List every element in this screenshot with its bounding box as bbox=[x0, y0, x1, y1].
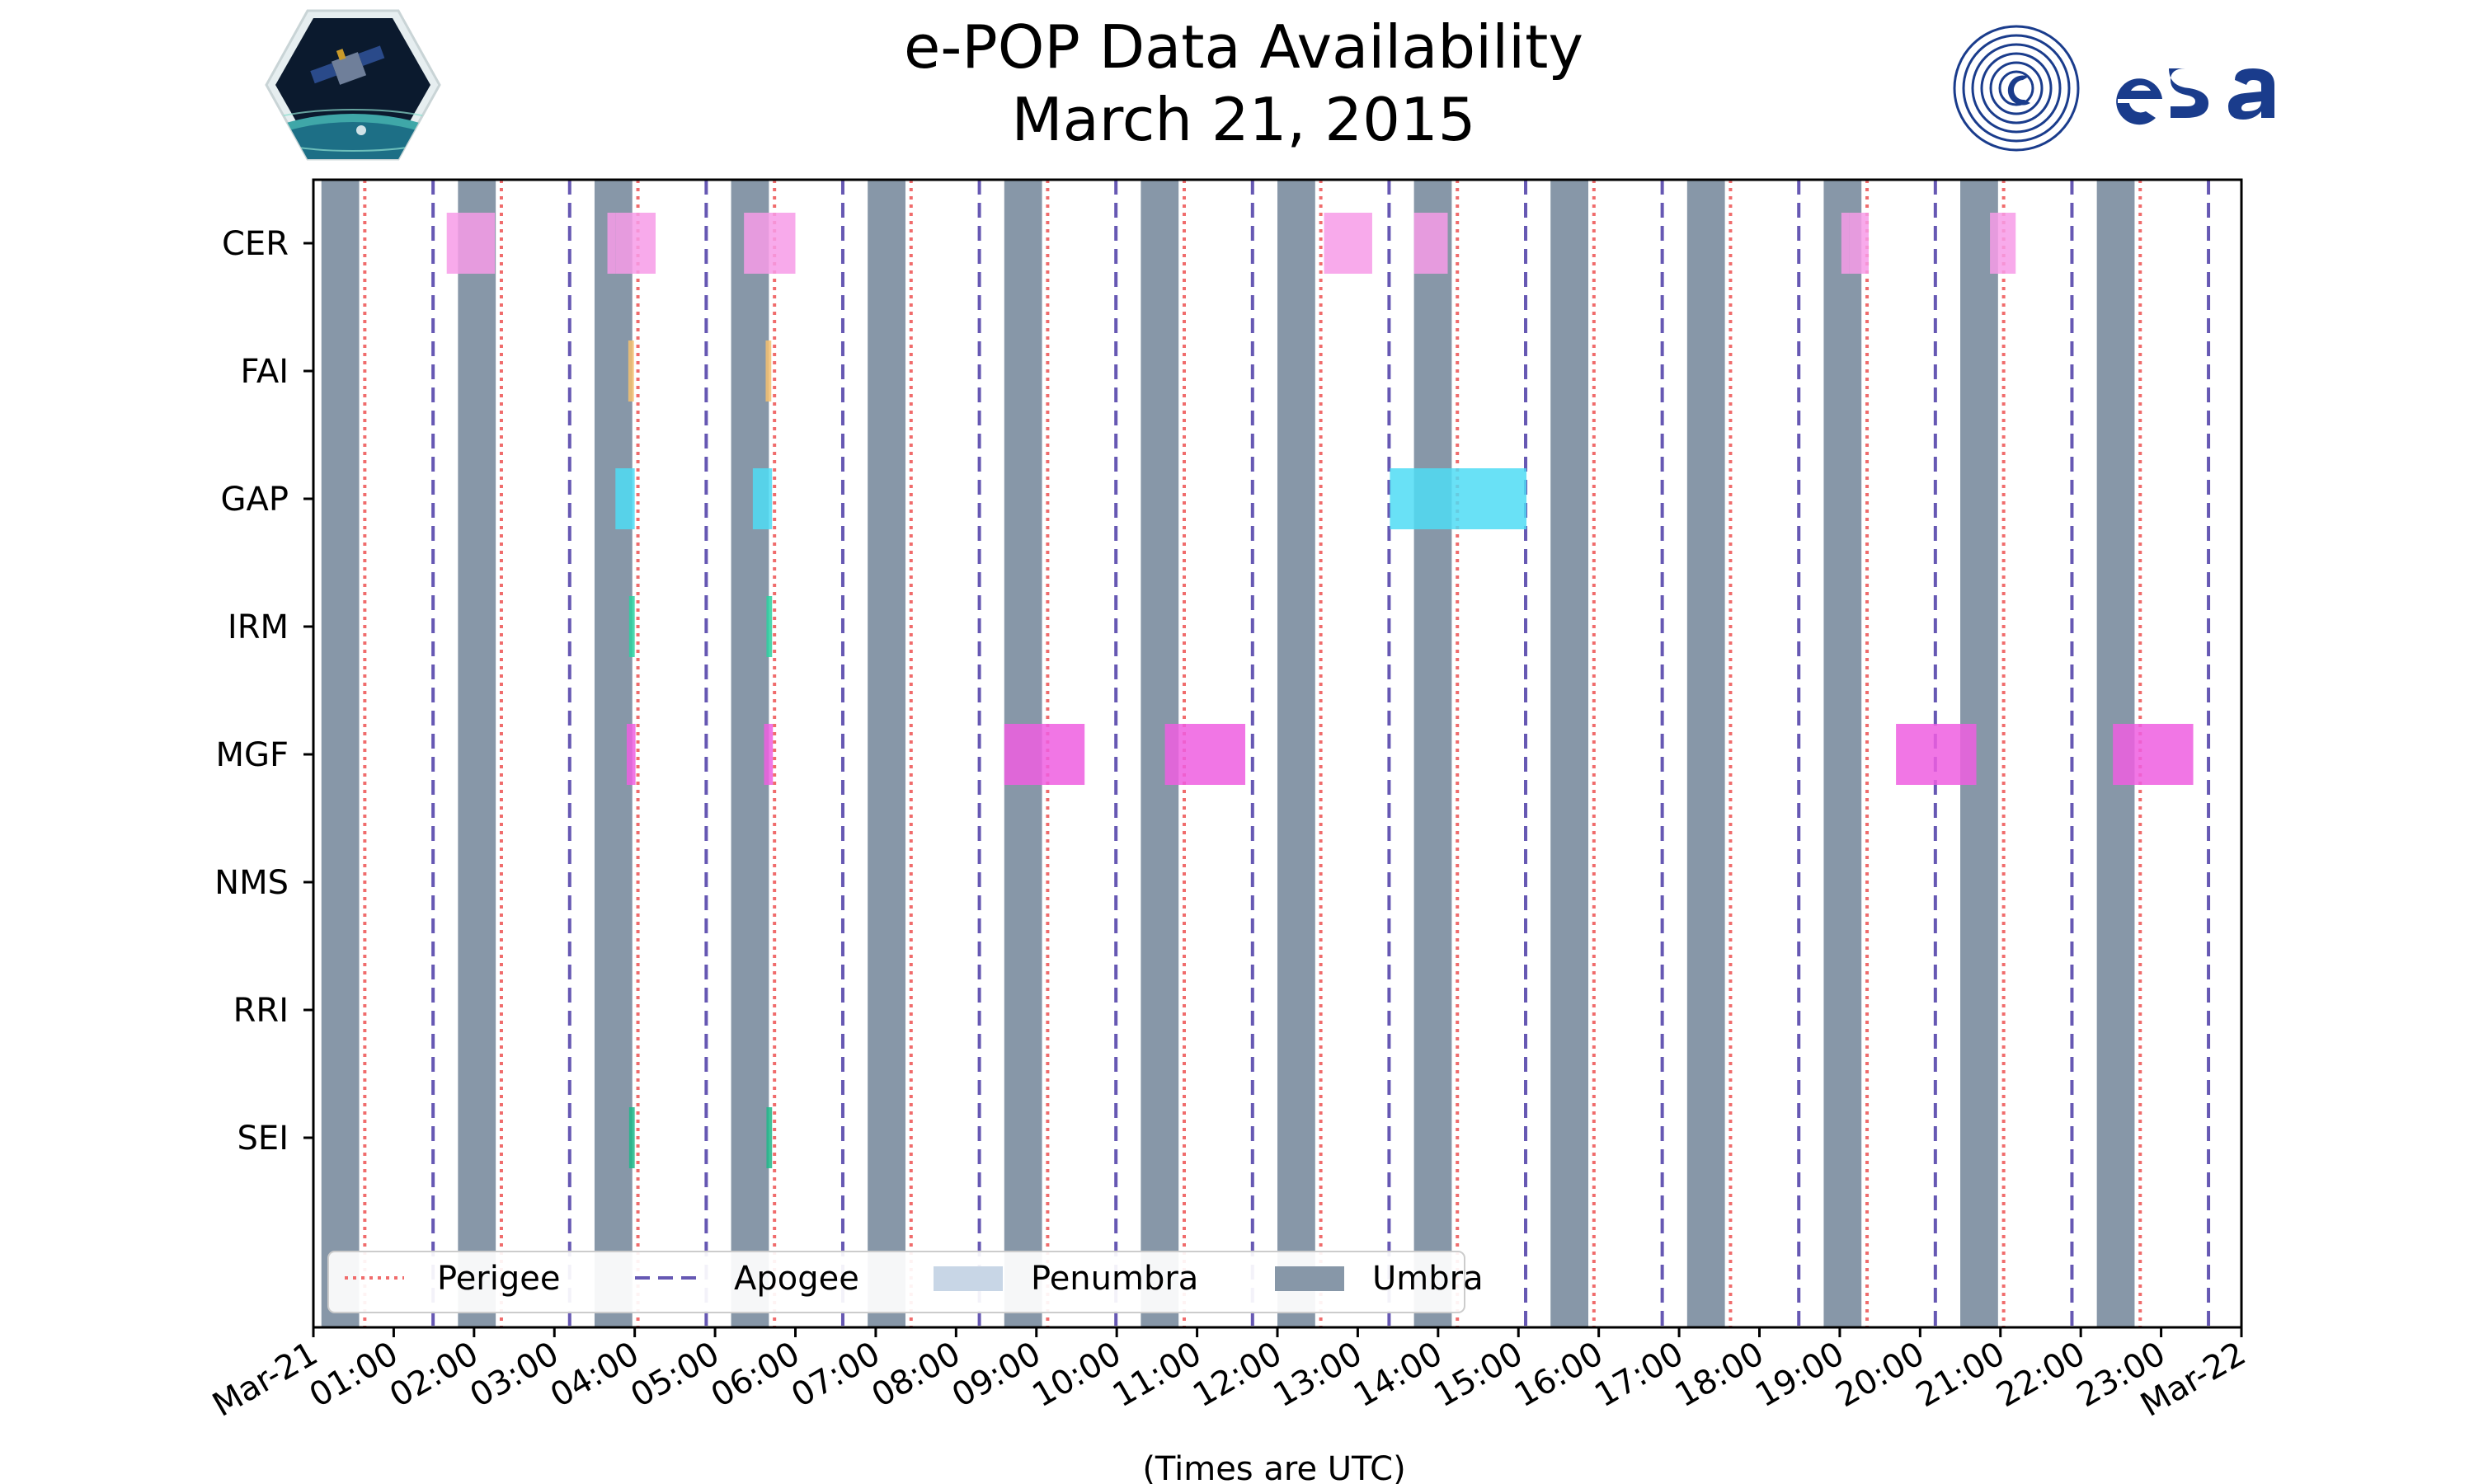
x-tick-label: 05:00 bbox=[624, 1335, 726, 1415]
availability-bar-mgf bbox=[2113, 724, 2194, 785]
x-tick-label: 11:00 bbox=[1107, 1335, 1208, 1415]
legend-box bbox=[327, 1251, 1465, 1313]
x-axis-label: (Times are UTC) bbox=[1142, 1450, 1405, 1484]
availability-bar-cer bbox=[744, 213, 796, 274]
availability-bar-cer bbox=[1413, 213, 1448, 274]
availability-bar-mgf bbox=[1004, 724, 1085, 785]
y-tick-label-rri: RRI bbox=[233, 992, 289, 1030]
chart-subtitle: March 21, 2015 bbox=[1012, 85, 1476, 154]
chart-axes: CERFAIGAPIRMMGFNMSRRISEIMar-2101:0002:00… bbox=[206, 178, 2252, 1425]
legend-penumbra-swatch bbox=[934, 1266, 1003, 1291]
x-tick-label: 09:00 bbox=[946, 1335, 1047, 1415]
x-tick-label: 18:00 bbox=[1669, 1335, 1771, 1415]
x-tick-label: 08:00 bbox=[865, 1335, 967, 1415]
availability-bar-cer bbox=[607, 213, 616, 274]
esa-logo bbox=[1953, 25, 2274, 152]
y-tick-label-gap: GAP bbox=[221, 481, 289, 519]
x-tick-label: 16:00 bbox=[1508, 1335, 1610, 1415]
x-tick-label: 10:00 bbox=[1026, 1335, 1127, 1415]
esa-wordmark bbox=[2116, 68, 2274, 125]
availability-bar-fai bbox=[628, 340, 634, 402]
y-tick-label-irm: IRM bbox=[228, 608, 289, 646]
availability-bar-cer bbox=[1849, 213, 1869, 274]
umbra-band bbox=[1277, 180, 1315, 1327]
instrument-availability-bars bbox=[446, 213, 2194, 1168]
umbra-band bbox=[731, 180, 769, 1327]
umbra-band bbox=[1823, 180, 1862, 1327]
x-tick-label: 02:00 bbox=[383, 1335, 485, 1415]
y-tick-label-sei: SEI bbox=[238, 1120, 289, 1158]
availability-bar-mgf bbox=[1896, 724, 1977, 785]
availability-bar-cer bbox=[1990, 213, 2016, 274]
x-tick-label: 04:00 bbox=[544, 1335, 646, 1415]
x-tick-label: 01:00 bbox=[303, 1335, 405, 1415]
availability-bar-fai bbox=[765, 340, 772, 402]
availability-bar-irm bbox=[628, 596, 635, 657]
x-tick-label: 06:00 bbox=[705, 1335, 807, 1415]
x-tick-label: 03:00 bbox=[463, 1335, 565, 1415]
availability-bar-irm bbox=[766, 596, 773, 657]
x-tick-label: 15:00 bbox=[1427, 1335, 1529, 1415]
availability-bar-gap bbox=[615, 468, 635, 529]
y-tick-label-mgf: MGF bbox=[215, 736, 289, 774]
orbit-event-lines bbox=[363, 180, 2211, 1327]
esa-swirl-icon bbox=[1953, 25, 2080, 152]
y-tick-label-cer: CER bbox=[222, 225, 289, 263]
x-tick-label: 21:00 bbox=[1910, 1335, 2011, 1415]
umbra-band bbox=[868, 180, 905, 1327]
x-tick-label: 19:00 bbox=[1749, 1335, 1851, 1415]
cassiope-mission-logo bbox=[265, 9, 441, 161]
chart-title: e-POP Data Availability bbox=[904, 12, 1583, 82]
x-tick-label: 20:00 bbox=[1829, 1335, 1931, 1415]
legend-penumbra-label: Penumbra bbox=[1031, 1260, 1198, 1298]
legend-umbra-label: Umbra bbox=[1372, 1260, 1484, 1298]
y-tick-label-fai: FAI bbox=[241, 353, 289, 391]
availability-bar-cer bbox=[446, 213, 496, 274]
availability-bar-cer bbox=[1841, 213, 1850, 274]
legend-apogee-label: Apogee bbox=[734, 1260, 859, 1298]
legend-umbra-swatch bbox=[1275, 1266, 1344, 1291]
umbra-band bbox=[1686, 180, 1725, 1327]
umbra-band bbox=[321, 180, 360, 1327]
availability-bar-sei bbox=[628, 1107, 635, 1168]
satellite-icon bbox=[310, 45, 385, 85]
umbra-band bbox=[458, 180, 496, 1327]
availability-bar-gap bbox=[752, 468, 773, 529]
x-tick-label: 14:00 bbox=[1348, 1335, 1449, 1415]
y-tick-label-nms: NMS bbox=[214, 864, 289, 902]
chart-legend: Perigee Apogee Penumbra Umbra bbox=[327, 1251, 1484, 1313]
availability-bar-mgf bbox=[626, 724, 636, 785]
x-tick-label: 13:00 bbox=[1268, 1335, 1369, 1415]
x-tick-label: 07:00 bbox=[785, 1335, 887, 1415]
umbra-band bbox=[1550, 180, 1589, 1327]
availability-bar-gap bbox=[1390, 468, 1526, 529]
x-tick-label: 12:00 bbox=[1187, 1335, 1288, 1415]
availability-bar-cer bbox=[615, 213, 656, 274]
availability-bar-cer bbox=[1324, 213, 1372, 274]
legend-perigee-label: Perigee bbox=[437, 1260, 560, 1298]
x-tick-label: 22:00 bbox=[1990, 1335, 2091, 1415]
availability-bar-sei bbox=[766, 1107, 773, 1168]
umbra-band bbox=[594, 180, 633, 1327]
x-tick-label: 17:00 bbox=[1588, 1335, 1690, 1415]
availability-bar-mgf bbox=[764, 724, 774, 785]
availability-bar-mgf bbox=[1164, 724, 1246, 785]
umbra-band bbox=[1413, 180, 1452, 1327]
